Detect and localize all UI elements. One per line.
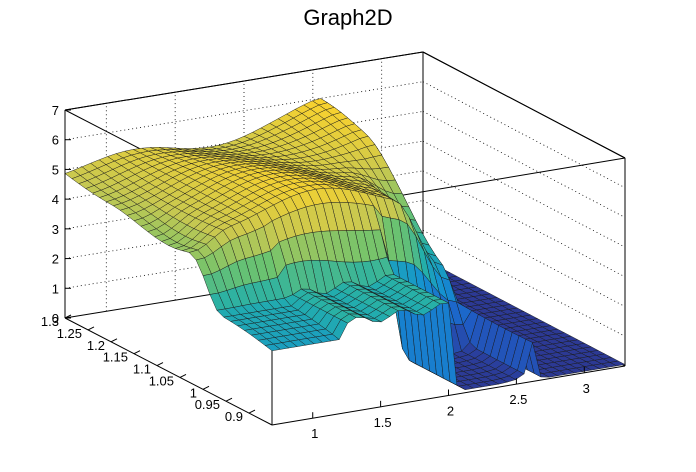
x-tick-label: 1	[311, 426, 318, 441]
side-wall-gridline	[422, 140, 626, 248]
y-tick-mark	[87, 326, 95, 331]
axis-tick-labels: 0123456711.522.530.90.9511.051.11.151.21…	[41, 103, 590, 441]
y-tick-mark	[225, 397, 233, 402]
back-wall-gridline	[64, 170, 424, 230]
y-tick-label: 1.2	[87, 338, 105, 353]
back-wall-gridline	[64, 81, 424, 141]
back-wall-gridline	[64, 229, 424, 289]
y-tick-label: 0.9	[225, 409, 243, 424]
back-wall-gridline	[64, 200, 424, 259]
y-tick-label: 1.25	[57, 326, 82, 341]
y-tick-mark	[248, 409, 256, 414]
y-tick-label: 1.05	[149, 373, 174, 388]
z-tick-label: 6	[52, 133, 59, 148]
z-tick-label: 3	[52, 222, 59, 237]
y-tick-mark	[64, 314, 72, 319]
y-tick-mark	[179, 373, 187, 378]
z-tick-label: 2	[52, 252, 59, 267]
z-tick-label: 7	[52, 103, 59, 118]
x-tick-label: 1.5	[374, 415, 392, 430]
y-tick-mark	[156, 362, 164, 367]
side-wall-gridline	[422, 81, 626, 189]
x-tick-label: 2	[447, 404, 454, 419]
surface-cell	[264, 343, 281, 352]
y-tick-label: 1	[190, 385, 197, 400]
z-tick-label: 1	[52, 281, 59, 296]
chart-title: Graph2D	[303, 5, 392, 30]
y-axis-line	[64, 317, 273, 426]
y-tick-mark	[202, 385, 210, 390]
y-tick-label: 1.1	[133, 362, 151, 377]
top-back-edge	[64, 51, 424, 111]
z-tick-label: 5	[52, 162, 59, 177]
y-tick-label: 0.95	[195, 397, 220, 412]
z-tick-label: 0	[52, 311, 59, 326]
z-tick-label: 4	[52, 192, 59, 207]
x-tick-label: 3	[583, 381, 590, 396]
surface-plot	[64, 98, 626, 390]
x-tick-label: 2.5	[509, 392, 527, 407]
y-tick-label: 1.15	[103, 350, 128, 365]
top-right-edge	[422, 51, 626, 159]
side-wall-gridline	[422, 111, 626, 218]
y-tick-mark	[133, 350, 141, 355]
y-tick-mark	[110, 338, 118, 343]
y-tick-label: 1.3	[41, 314, 59, 329]
